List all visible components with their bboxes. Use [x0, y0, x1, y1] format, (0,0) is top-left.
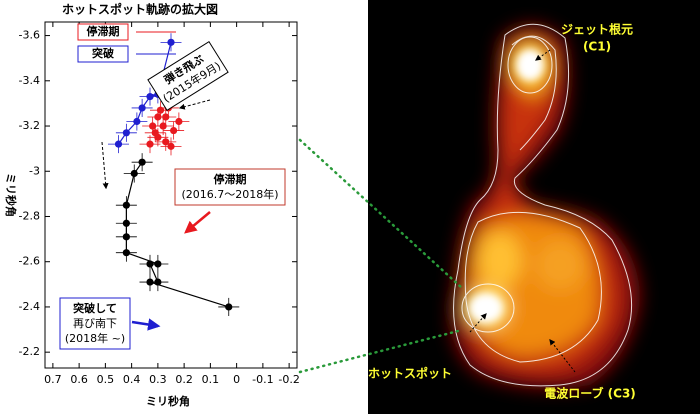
y-tick-label: -3.2 — [19, 119, 40, 132]
point — [151, 129, 159, 137]
annotation-text: 再び南下 — [73, 317, 117, 330]
y-tick-label: -2.2 — [19, 345, 40, 358]
arrow — [131, 318, 161, 331]
zoom-line — [298, 138, 464, 290]
annotation-box — [59, 297, 131, 350]
point — [167, 38, 175, 46]
image-label: ジェット根元 — [561, 22, 633, 37]
point — [156, 106, 165, 114]
image-label: (C1) — [583, 40, 611, 54]
point — [159, 122, 167, 130]
legend-box — [77, 23, 129, 41]
point — [122, 249, 130, 257]
point — [225, 303, 233, 311]
y-axis-label: ミリ秒角 — [4, 173, 18, 217]
x-tick-label: 0.6 — [70, 373, 88, 386]
pointer — [549, 339, 576, 373]
legend-label: 突破 — [92, 46, 114, 60]
point — [175, 117, 183, 126]
x-tick-label: -0.2 — [278, 373, 299, 386]
point — [146, 93, 154, 101]
x-tick-label: 0.5 — [97, 373, 115, 386]
y-tick-label: -3 — [29, 164, 40, 177]
legend-label: 停滞期 — [87, 24, 120, 38]
point — [122, 129, 130, 137]
hotspot-core — [469, 293, 503, 323]
y-tick-label: -3.4 — [19, 74, 40, 87]
annotation: 停滞期(2016.7～2018年) — [174, 168, 286, 206]
point — [122, 201, 130, 209]
point — [162, 138, 170, 146]
annotation-text: 停滞期 — [214, 172, 247, 186]
point — [170, 126, 178, 135]
chart-title: ホットスポット軌跡の拡大図 — [62, 2, 218, 17]
x-axis-label: ミリ秒角 — [146, 394, 190, 408]
point — [167, 142, 175, 150]
annotation-box — [174, 168, 286, 206]
y-tick-label: -2.4 — [19, 300, 40, 313]
arrow — [178, 99, 211, 110]
zoom-line — [298, 328, 464, 374]
x-tick-label: 0.7 — [44, 373, 62, 386]
image-label: 電波ローブ (C3) — [544, 386, 636, 401]
pointer — [469, 313, 487, 333]
point — [146, 140, 154, 148]
point — [138, 158, 146, 166]
arrow — [184, 211, 211, 234]
point — [138, 104, 146, 112]
point — [154, 260, 162, 268]
annotation-box — [147, 40, 229, 112]
annotation: 弾き飛ぶ(2015年9月) — [147, 40, 229, 112]
point — [122, 233, 130, 241]
annotation-text: (2018年 ~) — [65, 331, 125, 345]
point — [114, 140, 123, 148]
radio-image — [368, 0, 700, 414]
annotation-text: 突破して — [73, 301, 117, 315]
point — [154, 278, 162, 286]
plot-frame — [44, 21, 298, 369]
y-tick-label: -2.8 — [19, 209, 40, 222]
point — [122, 219, 130, 227]
image-label: ホットスポット — [368, 366, 452, 381]
x-tick-label: 0.1 — [202, 373, 220, 386]
contours — [453, 23, 633, 387]
annotation-text: (2016.7～2018年) — [181, 187, 278, 201]
point — [130, 169, 138, 178]
legend-box — [77, 45, 129, 63]
jet-core — [516, 49, 544, 81]
x-tick-label: 0.3 — [149, 373, 167, 386]
point — [133, 117, 141, 126]
point — [162, 113, 170, 121]
arrow — [101, 141, 109, 190]
y-tick-label: -2.6 — [19, 255, 40, 268]
x-tick-label: 0 — [233, 373, 240, 386]
x-tick-label: -0.1 — [252, 373, 273, 386]
x-tick-label: 0.2 — [175, 373, 193, 386]
y-tick-label: -3.6 — [19, 29, 40, 42]
x-tick-label: 0.4 — [123, 373, 141, 386]
pointer — [535, 49, 551, 61]
